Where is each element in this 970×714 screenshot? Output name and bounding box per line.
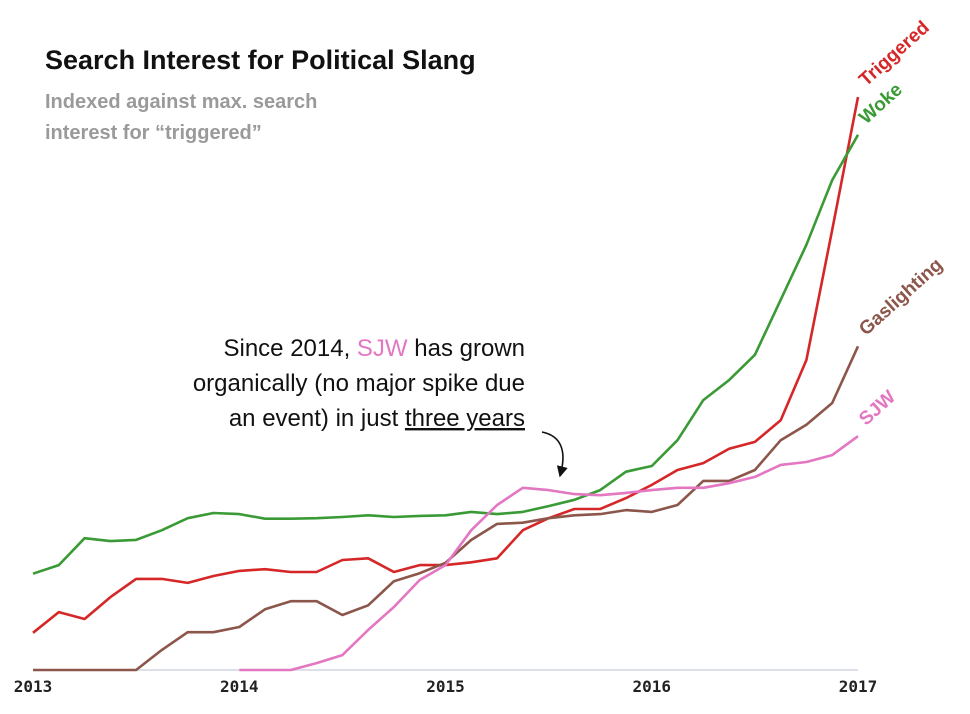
series-label: Gaslighting (855, 254, 947, 340)
annotation: Since 2014, SJW has grown (223, 335, 525, 362)
annotation-text: an event) in just (229, 405, 405, 432)
series-label: Triggered (855, 17, 933, 91)
annotation-text: SJW (357, 335, 408, 362)
line-series (33, 345, 860, 672)
x-tick-label: 2013 (14, 677, 53, 696)
chart-subtitle: interest for “triggered” (45, 122, 262, 144)
series-label: SJW (855, 387, 900, 430)
series-label: Woke (855, 79, 906, 128)
x-tick-label: 2014 (220, 677, 259, 696)
line-series (239, 435, 859, 672)
line-series (32, 134, 860, 575)
x-tick-label: 2017 (839, 677, 878, 696)
annotation-arrow (541, 431, 568, 478)
line-series (32, 96, 860, 634)
annotation: organically (no major spike due (193, 370, 525, 397)
annotation-text: three years (405, 405, 525, 432)
annotation-text: organically (no major spike due (193, 370, 525, 397)
annotation-text: has grown (408, 335, 525, 362)
chart-subtitle: Indexed against max. search (45, 91, 317, 113)
chart-title: Search Interest for Political Slang (45, 45, 476, 75)
x-tick-label: 2016 (632, 677, 671, 696)
annotation: an event) in just three years (229, 405, 525, 432)
annotation-text: Since 2014, (223, 335, 356, 362)
x-tick-label: 2015 (426, 677, 465, 696)
